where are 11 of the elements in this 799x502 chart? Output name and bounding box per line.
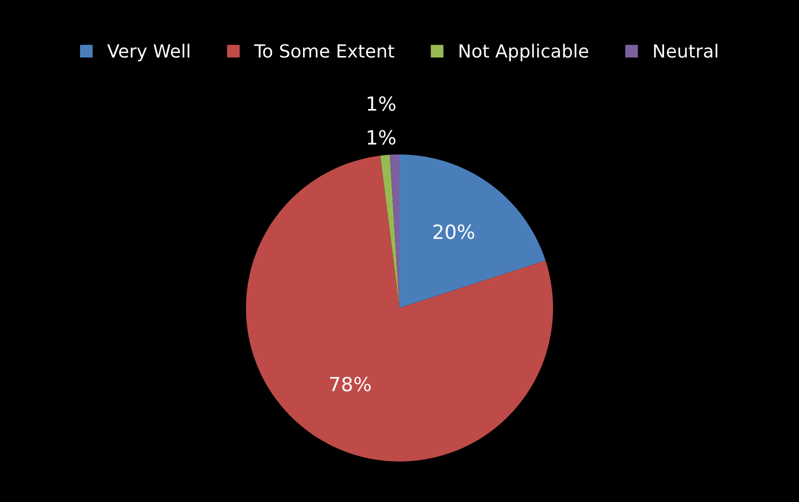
legend-label: Not Applicable — [460, 44, 588, 62]
pie-slice — [246, 156, 554, 462]
data-label: 20% — [433, 224, 474, 240]
data-label: 1% — [368, 130, 396, 145]
legend-label: Neutral — [654, 44, 718, 58]
pie-slice — [380, 154, 400, 308]
data-label: 78% — [330, 376, 371, 392]
pie-slice — [400, 154, 546, 308]
legend-label: Very Well — [107, 44, 190, 62]
data-label: 1% — [368, 96, 396, 111]
legend-label: To Some Extent — [254, 44, 394, 58]
